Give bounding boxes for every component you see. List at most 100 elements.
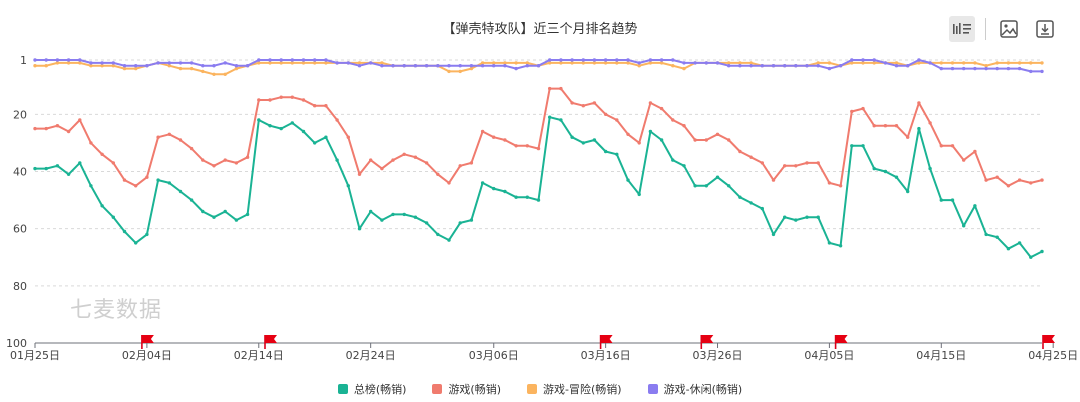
data-point[interactable]	[369, 61, 373, 65]
data-point[interactable]	[111, 161, 116, 165]
data-point[interactable]	[659, 58, 664, 62]
data-point[interactable]	[962, 66, 966, 71]
data-point[interactable]	[111, 215, 116, 219]
data-point[interactable]	[816, 61, 820, 65]
data-point[interactable]	[290, 121, 294, 125]
data-point[interactable]	[279, 58, 283, 62]
data-point[interactable]	[760, 63, 764, 68]
data-point[interactable]	[458, 164, 462, 168]
event-flag-icon[interactable]	[1042, 335, 1055, 349]
data-point[interactable]	[984, 66, 988, 71]
data-point[interactable]	[480, 63, 485, 68]
data-point[interactable]	[738, 149, 742, 154]
data-point[interactable]	[402, 63, 406, 68]
data-point[interactable]	[290, 61, 294, 65]
data-point[interactable]	[794, 63, 798, 68]
data-point[interactable]	[324, 104, 328, 108]
data-point[interactable]	[794, 164, 798, 168]
data-point[interactable]	[234, 63, 239, 68]
data-point[interactable]	[436, 172, 440, 176]
data-point[interactable]	[592, 101, 597, 105]
data-point[interactable]	[78, 118, 82, 122]
data-point[interactable]	[838, 184, 843, 188]
data-point[interactable]	[727, 184, 731, 188]
data-point[interactable]	[100, 61, 104, 65]
data-point[interactable]	[525, 61, 529, 65]
data-point[interactable]	[413, 155, 418, 159]
data-point[interactable]	[458, 69, 462, 74]
data-point[interactable]	[872, 61, 876, 65]
data-point[interactable]	[492, 61, 496, 65]
data-point[interactable]	[223, 61, 227, 65]
data-point[interactable]	[503, 138, 507, 142]
data-point[interactable]	[134, 184, 138, 188]
data-point[interactable]	[715, 175, 720, 179]
data-point[interactable]	[212, 72, 216, 77]
data-point[interactable]	[257, 61, 261, 65]
data-point[interactable]	[480, 61, 485, 65]
data-point[interactable]	[928, 121, 932, 125]
data-point[interactable]	[704, 184, 708, 188]
data-point[interactable]	[324, 58, 328, 62]
data-point[interactable]	[111, 63, 116, 68]
data-point[interactable]	[570, 101, 574, 105]
data-point[interactable]	[369, 209, 373, 214]
data-point[interactable]	[33, 166, 37, 171]
data-point[interactable]	[671, 58, 675, 62]
data-point[interactable]	[492, 135, 496, 139]
event-flag-icon[interactable]	[264, 335, 277, 349]
data-point[interactable]	[189, 198, 194, 202]
data-point[interactable]	[391, 158, 395, 162]
data-point[interactable]	[257, 58, 261, 62]
data-point[interactable]	[424, 63, 429, 68]
data-point[interactable]	[89, 184, 93, 188]
data-point[interactable]	[581, 61, 585, 65]
data-point[interactable]	[861, 144, 865, 148]
data-point[interactable]	[883, 169, 888, 174]
data-point[interactable]	[357, 227, 362, 231]
data-point[interactable]	[514, 61, 518, 65]
data-point[interactable]	[313, 104, 317, 108]
data-point[interactable]	[962, 224, 966, 228]
data-point[interactable]	[928, 166, 932, 171]
data-point[interactable]	[268, 124, 272, 128]
data-point[interactable]	[89, 61, 93, 65]
data-point[interactable]	[1040, 249, 1044, 254]
data-point[interactable]	[324, 135, 328, 139]
data-point[interactable]	[917, 101, 921, 105]
legend-item-1[interactable]: 游戏(畅销)	[432, 381, 501, 397]
data-point[interactable]	[939, 198, 943, 202]
data-point[interactable]	[850, 109, 854, 114]
data-point[interactable]	[939, 66, 943, 71]
data-point[interactable]	[167, 63, 171, 68]
data-point[interactable]	[514, 195, 518, 199]
data-point[interactable]	[223, 158, 227, 162]
data-point[interactable]	[615, 61, 619, 65]
data-point[interactable]	[704, 138, 708, 142]
data-point[interactable]	[313, 58, 317, 62]
data-point[interactable]	[559, 58, 563, 62]
data-point[interactable]	[693, 184, 697, 188]
data-point[interactable]	[391, 63, 395, 68]
data-point[interactable]	[827, 241, 832, 245]
data-point[interactable]	[234, 66, 239, 71]
legend-item-3[interactable]: 游戏-休闲(畅销)	[647, 381, 742, 397]
data-point[interactable]	[134, 63, 138, 68]
data-point[interactable]	[156, 61, 160, 65]
data-point[interactable]	[514, 144, 518, 148]
data-point[interactable]	[727, 63, 731, 68]
data-point[interactable]	[962, 158, 966, 162]
data-point[interactable]	[917, 126, 921, 131]
data-point[interactable]	[33, 58, 37, 62]
data-point[interactable]	[324, 61, 328, 65]
data-point[interactable]	[189, 146, 194, 151]
data-point[interactable]	[603, 58, 608, 62]
data-point[interactable]	[436, 232, 440, 237]
data-point[interactable]	[659, 106, 664, 111]
event-flag-icon[interactable]	[834, 335, 848, 349]
save-image-button[interactable]	[996, 16, 1022, 42]
data-point[interactable]	[917, 58, 921, 62]
data-point[interactable]	[682, 124, 686, 128]
data-point[interactable]	[313, 61, 317, 65]
data-point[interactable]	[648, 58, 653, 62]
